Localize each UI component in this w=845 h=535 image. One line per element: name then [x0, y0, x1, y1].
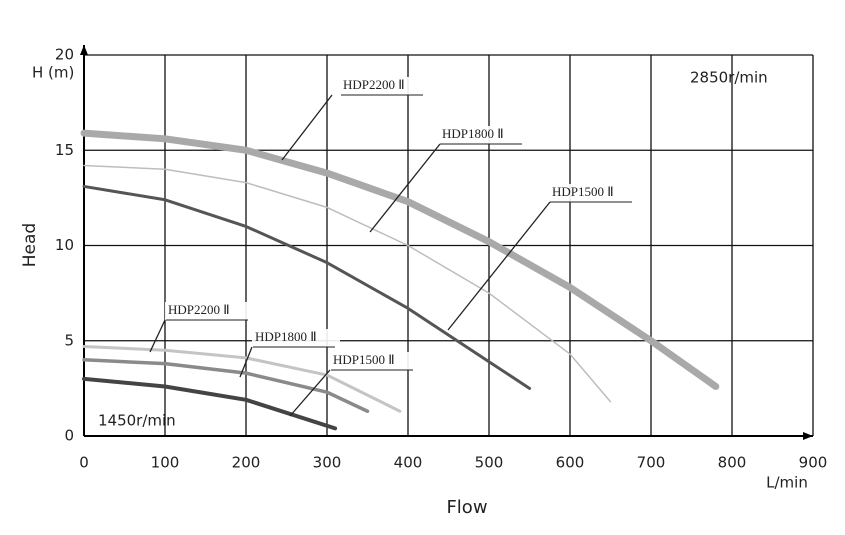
leader-line	[447, 201, 551, 331]
series-label: HDP2200 Ⅱ	[168, 302, 230, 317]
series-label: HDP1800 Ⅱ	[255, 329, 317, 344]
y-tick-label: 0	[64, 427, 74, 445]
curve	[82, 376, 338, 431]
curve	[83, 164, 612, 403]
label-box	[549, 184, 637, 202]
x-tick-label: 0	[79, 454, 89, 472]
x-tick-label: 100	[151, 454, 180, 472]
label-box	[439, 126, 527, 144]
series-label: HDP1800 Ⅱ	[442, 126, 504, 141]
y-axis-unit: H (m)	[32, 64, 74, 82]
x-tick-label: 400	[394, 454, 423, 472]
x-axis-unit: L/min	[766, 474, 808, 492]
x-tick-label: 900	[799, 454, 828, 472]
speed-annotation: 2850r/min	[690, 69, 768, 87]
x-axis-arrow	[803, 432, 813, 440]
y-tick-label: 20	[55, 46, 74, 64]
speed-annotation: 1450r/min	[98, 412, 176, 430]
y-axis-title: Head	[20, 223, 40, 267]
y-axis-arrow	[80, 45, 88, 55]
series-label: HDP1500 Ⅱ	[333, 352, 395, 367]
x-axis-title: Flow	[446, 497, 487, 518]
series-label: HDP1500 Ⅱ	[552, 184, 614, 199]
label-box	[330, 352, 418, 370]
x-tick-label: 700	[637, 454, 666, 472]
curve	[82, 184, 531, 390]
y-tick-label: 5	[64, 331, 74, 349]
leader-line	[281, 94, 333, 161]
y-tick-label: 15	[55, 141, 74, 159]
leader-line	[289, 369, 331, 417]
label-box	[340, 77, 428, 95]
leader-line	[369, 143, 441, 233]
curve	[82, 344, 402, 413]
series-label: HDP2200 Ⅱ	[343, 77, 405, 92]
x-tick-label: 600	[556, 454, 585, 472]
x-tick-label: 800	[718, 454, 747, 472]
y-tick-label: 10	[55, 236, 74, 254]
leader-line	[149, 319, 166, 353]
label-box	[252, 329, 340, 347]
curve	[82, 358, 370, 413]
label-box	[165, 302, 253, 320]
x-tick-label: 200	[232, 454, 261, 472]
x-tick-label: 500	[475, 454, 504, 472]
x-tick-label: 300	[313, 454, 342, 472]
curve	[80, 129, 720, 390]
leader-line	[239, 346, 253, 378]
